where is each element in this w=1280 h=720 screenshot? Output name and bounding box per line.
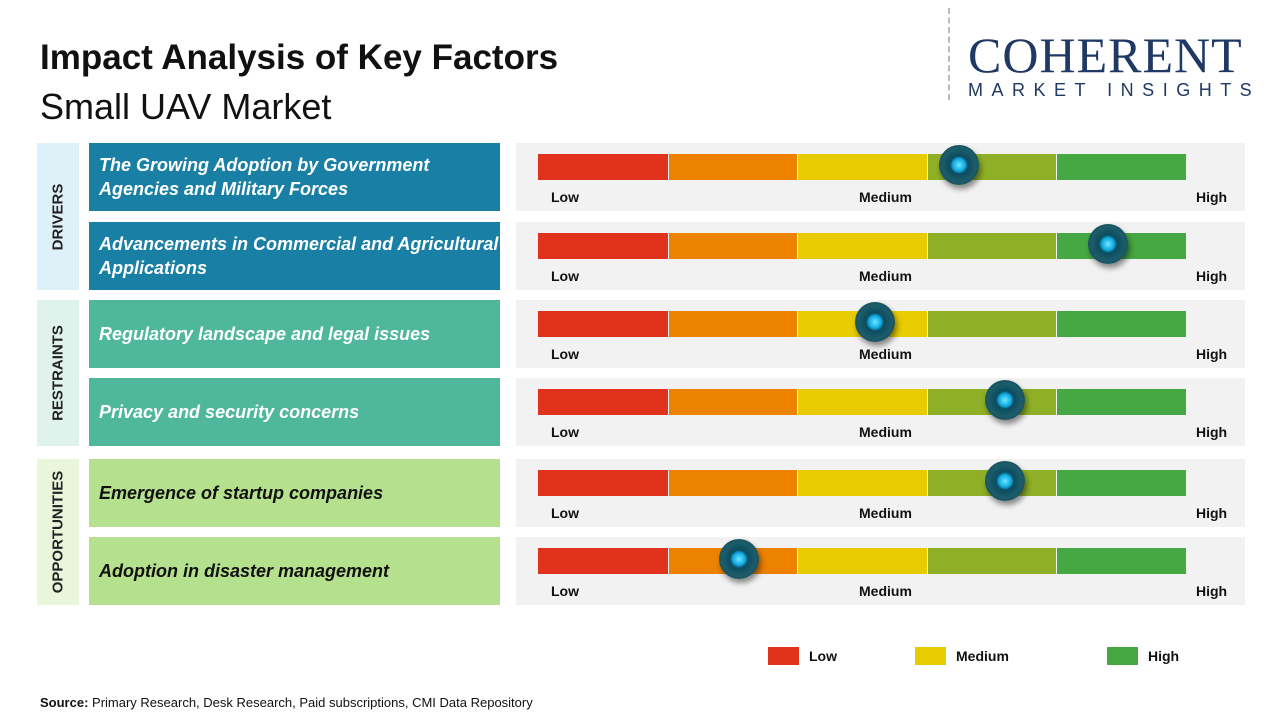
legend-swatch: [1107, 647, 1138, 665]
category-label: DRIVERS: [37, 143, 79, 290]
gauge-segment: [798, 233, 927, 259]
logo-text: COHERENT: [968, 27, 1243, 83]
gauge-knob: [984, 380, 1025, 420]
scale-label: Low: [551, 505, 579, 521]
gauge-segment: [1057, 470, 1186, 496]
gauge-segment: [798, 389, 927, 415]
scale-label: Medium: [859, 268, 912, 284]
gauge-segment: [798, 470, 927, 496]
divider: [948, 8, 950, 100]
gauge-segment: [927, 548, 1057, 574]
scale-label: Medium: [859, 189, 912, 205]
gauge-knob: [984, 461, 1025, 501]
legend-label: Low: [809, 648, 837, 664]
scale-label: Medium: [859, 346, 912, 362]
factor-label: Regulatory landscape and legal issues: [89, 300, 500, 368]
scale-label: Low: [551, 424, 579, 440]
gauge-segment: [668, 233, 798, 259]
scale-label: Low: [551, 346, 579, 362]
gauge-knob: [854, 302, 895, 342]
gauge-segment: [538, 470, 668, 496]
gauge-segment: [538, 233, 668, 259]
gauge-segment: [1057, 389, 1186, 415]
gauge-panel: Low Medium High: [516, 537, 1245, 605]
category-label: RESTRAINTS: [37, 300, 79, 446]
category-name: RESTRAINTS: [49, 325, 67, 421]
gauge-segment: [1057, 311, 1186, 337]
factor-label: Adoption in disaster management: [89, 537, 500, 605]
gauge-segment: [538, 311, 668, 337]
gauge-knob: [1088, 224, 1129, 264]
gauge-segment: [668, 154, 798, 180]
factor-label: Advancements in Commercial and Agricultu…: [89, 222, 500, 290]
factor-label: Emergence of startup companies: [89, 459, 500, 527]
scale-label: High: [1196, 346, 1228, 362]
gauge-segment: [538, 548, 668, 574]
gauge-segment: [538, 389, 668, 415]
gauge-panel: Low Medium High: [516, 143, 1245, 211]
gauge-segment: [798, 154, 927, 180]
gauge-segment: [927, 233, 1057, 259]
source-note: Source: Primary Research, Desk Research,…: [40, 695, 533, 710]
source-prefix: Source:: [40, 695, 89, 710]
gauge-panel: Low Medium High: [516, 378, 1245, 446]
gauge-segment: [798, 548, 927, 574]
category-label: OPPORTUNITIES: [37, 459, 79, 605]
category-name: DRIVERS: [49, 183, 67, 250]
logo-tagline: MARKET INSIGHTS: [968, 80, 1261, 100]
chart-subtitle: Small UAV Market: [40, 86, 332, 127]
gauge-segment: [927, 311, 1057, 337]
gauge-panel: Low Medium High: [516, 300, 1245, 368]
source-text: Primary Research, Desk Research, Paid su…: [88, 695, 533, 710]
legend-swatch: [915, 647, 946, 665]
scale-label: Low: [551, 583, 579, 599]
gauge-panel: Low Medium High: [516, 459, 1245, 527]
legend-label: High: [1148, 648, 1180, 664]
gauge-segment: [668, 389, 798, 415]
scale-label: High: [1196, 424, 1228, 440]
scale-label: Low: [551, 189, 579, 205]
gauge-segment: [538, 154, 668, 180]
gauge-segment: [668, 311, 798, 337]
factor-label: The Growing Adoption by Government Agenc…: [89, 143, 500, 211]
gauge-segment: [668, 470, 798, 496]
scale-label: Medium: [859, 505, 912, 521]
legend-label: Medium: [956, 648, 1009, 664]
factor-label: Privacy and security concerns: [89, 378, 500, 446]
category-name: OPPORTUNITIES: [49, 470, 67, 594]
legend-swatch: [768, 647, 799, 665]
gauge-panel: Low Medium High: [516, 222, 1245, 290]
gauge-knob: [939, 145, 980, 185]
chart-title: Impact Analysis of Key Factors: [40, 38, 559, 77]
scale-label: High: [1196, 189, 1228, 205]
scale-label: Medium: [859, 583, 912, 599]
scale-label: High: [1196, 583, 1228, 599]
scale-label: Low: [551, 268, 579, 284]
scale-label: High: [1196, 268, 1228, 284]
scale-label: High: [1196, 505, 1228, 521]
gauge-segment: [1057, 548, 1186, 574]
scale-label: Medium: [859, 424, 912, 440]
gauge-knob: [718, 539, 759, 579]
gauge-segment: [1057, 154, 1186, 180]
logo: COHERENT MARKET INSIGHTS: [968, 30, 1260, 101]
